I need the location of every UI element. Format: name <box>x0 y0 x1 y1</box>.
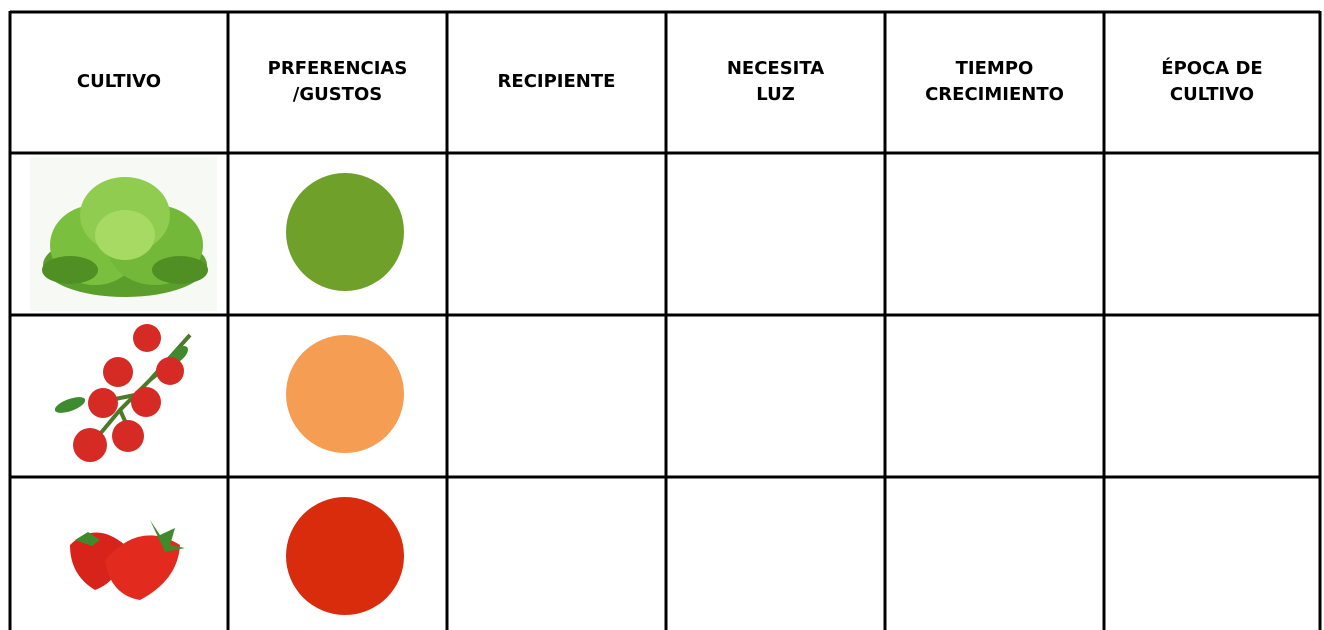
column-header: ÉPOCA DE <box>1161 57 1262 79</box>
column-header: /GUSTOS <box>293 84 382 105</box>
column-header: LUZ <box>756 84 795 105</box>
column-header: CRECIMIENTO <box>925 84 1064 105</box>
column-header: NECESITA <box>727 58 824 79</box>
column-header: CULTIVO <box>1170 84 1254 105</box>
tomato-image <box>54 324 192 462</box>
preference-circle <box>286 497 404 615</box>
lettuce-image <box>30 157 217 311</box>
column-header: CULTIVO <box>77 71 161 92</box>
column-header: PRFERENCIAS <box>268 58 408 79</box>
preference-circle <box>286 173 404 291</box>
preference-circle <box>286 335 404 453</box>
strawberry-image <box>70 520 185 600</box>
column-header: RECIPIENTE <box>498 71 616 92</box>
table-grid <box>8 10 1322 630</box>
column-header: TIEMPO <box>956 58 1034 79</box>
